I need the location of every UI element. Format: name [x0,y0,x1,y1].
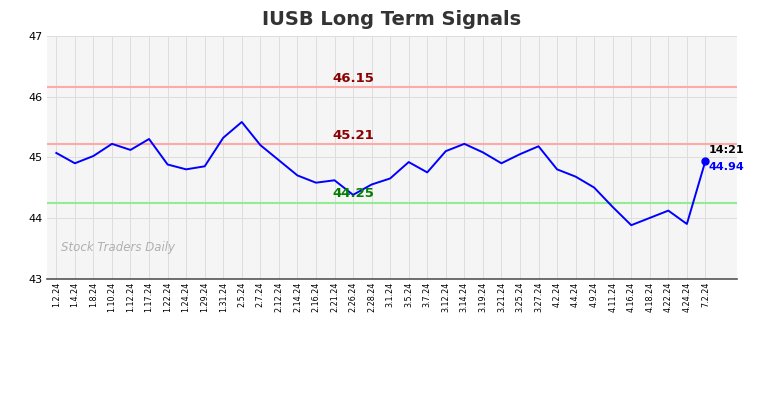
Text: 46.15: 46.15 [332,72,374,85]
Text: 44.94: 44.94 [708,162,744,172]
Text: 45.21: 45.21 [332,129,374,142]
Title: IUSB Long Term Signals: IUSB Long Term Signals [263,10,521,29]
Text: Stock Traders Daily: Stock Traders Daily [61,241,175,254]
Text: 14:21: 14:21 [708,145,744,155]
Text: 44.25: 44.25 [332,187,374,200]
